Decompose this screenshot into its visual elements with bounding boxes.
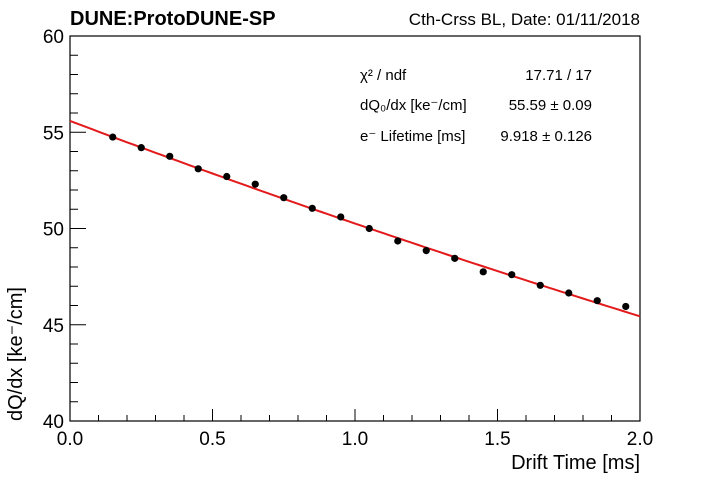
data-point <box>109 133 117 141</box>
data-point <box>508 271 516 279</box>
data-point <box>565 289 573 297</box>
data-point <box>223 172 231 181</box>
y-tick-label: 45 <box>43 316 64 337</box>
y-axis-label: dQ/dx [ke⁻/cm] <box>5 287 27 421</box>
fit-curve <box>69 119 641 318</box>
y-tick-label: 50 <box>43 220 64 241</box>
y-axis: 40 45 50 55 60 <box>43 27 86 433</box>
data-point <box>422 247 430 255</box>
stats-value-chi2: 17.71 / 17 <box>525 67 592 84</box>
x-axis: 0.0 0.5 1.0 1.5 2.0 <box>57 409 653 450</box>
data-points <box>109 133 630 311</box>
x-tick-label: 1.0 <box>342 429 368 450</box>
data-point <box>337 213 345 221</box>
data-point <box>593 297 601 305</box>
data-point <box>536 281 544 289</box>
x-tick-label: 2.0 <box>627 429 653 450</box>
stats-label-dq0dx: dQ₀/dx [ke⁻/cm] <box>360 97 467 114</box>
stats-value-dq0dx: 55.59 ± 0.09 <box>509 97 592 114</box>
y-tick-label: 55 <box>43 123 64 144</box>
data-point <box>394 237 402 245</box>
x-tick-label: 0.5 <box>199 429 225 450</box>
stats-value-lifetime: 9.918 ± 0.126 <box>500 128 592 145</box>
data-point <box>308 204 316 212</box>
fit-stats-box: χ² / ndf 17.71 / 17 dQ₀/dx [ke⁻/cm] 55.5… <box>360 67 592 145</box>
x-tick-label: 0.0 <box>57 429 83 450</box>
y-tick-label: 60 <box>43 27 64 48</box>
data-point <box>251 180 259 188</box>
y-tick-label: 40 <box>43 412 64 433</box>
plot-frame <box>69 35 641 422</box>
stats-label-lifetime: e⁻ Lifetime [ms] <box>360 128 465 145</box>
data-point <box>194 165 202 173</box>
data-point <box>451 254 459 262</box>
chart-title: DUNE:ProtoDUNE-SP <box>70 8 276 30</box>
data-point <box>479 268 487 276</box>
data-point <box>280 194 288 202</box>
data-point <box>622 302 630 311</box>
stats-label-chi2: χ² / ndf <box>360 67 407 84</box>
chart-subtitle: Cth-Crss BL, Date: 01/11/2018 <box>409 10 640 29</box>
data-point <box>137 144 145 152</box>
data-point <box>365 224 373 233</box>
data-point <box>166 152 174 160</box>
x-axis-label: Drift Time [ms] <box>511 452 640 474</box>
x-tick-label: 1.5 <box>484 429 510 450</box>
